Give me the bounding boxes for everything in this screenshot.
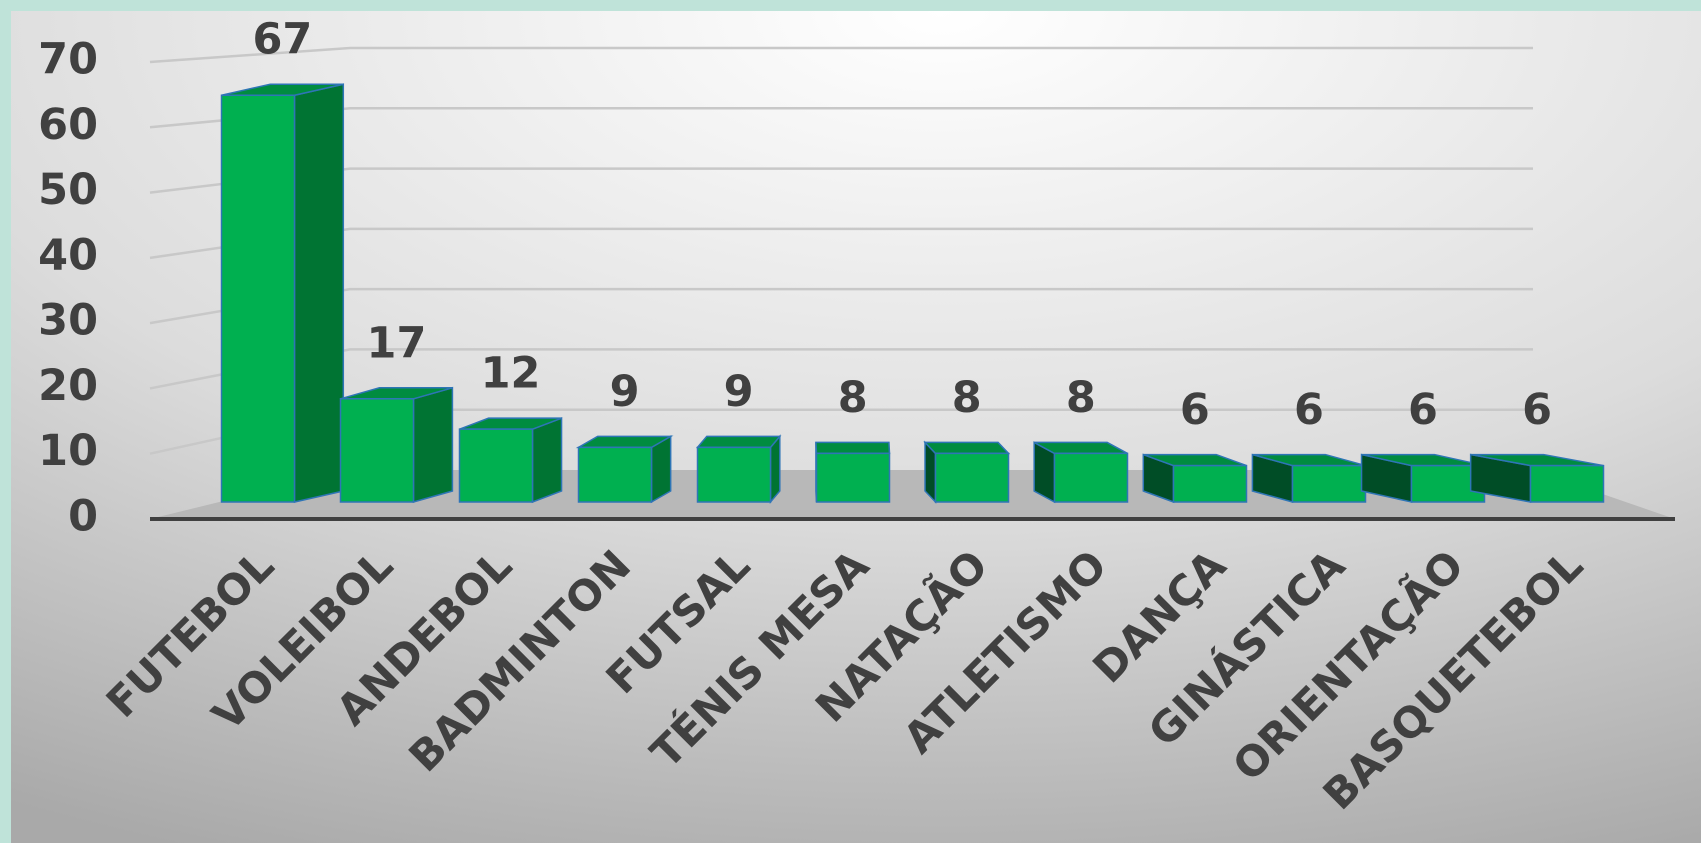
bar-front: [1291, 464, 1367, 503]
bar: [1360, 453, 1486, 503]
bar-side: [293, 83, 345, 503]
data-label: 9: [610, 367, 640, 417]
data-label: 6: [1294, 385, 1324, 435]
bar: [1033, 441, 1129, 504]
bar-front: [696, 446, 772, 503]
grid-line: [149, 348, 1533, 390]
bar-top: [815, 441, 891, 455]
data-label: 6: [1180, 385, 1210, 435]
data-label: 9: [724, 367, 754, 417]
grid-line: [149, 227, 1533, 260]
bar-front: [458, 428, 534, 503]
data-label: 17: [367, 318, 427, 368]
bar-front: [815, 452, 891, 503]
bar-top: [695, 435, 782, 449]
bar-side: [412, 386, 454, 503]
data-label: 6: [1522, 385, 1552, 435]
bar-front: [1529, 464, 1605, 503]
y-tick-label: 60: [38, 100, 98, 150]
data-label: 8: [1066, 373, 1096, 423]
bar-front: [339, 398, 415, 503]
bar: [1469, 453, 1605, 503]
data-label: 12: [481, 349, 541, 399]
bar: [815, 441, 891, 503]
bar: [575, 435, 674, 504]
data-label: 6: [1408, 385, 1438, 435]
bar: [339, 386, 454, 503]
bar-front: [220, 94, 296, 503]
y-tick-label: 50: [38, 165, 98, 215]
grid-line: [149, 287, 1533, 325]
bar-front: [1053, 452, 1129, 503]
y-tick-label: 30: [38, 296, 98, 346]
bar: [923, 440, 1011, 504]
bar-front: [577, 446, 653, 503]
y-tick-label: 10: [38, 426, 98, 476]
y-tick-label: 0: [68, 492, 98, 542]
grid-line: [149, 46, 1533, 64]
bar: [695, 434, 782, 505]
grid-line: [149, 107, 1533, 129]
bar: [1142, 453, 1248, 504]
bar: [458, 417, 563, 504]
bar-top: [923, 441, 1011, 455]
grid-line: [149, 167, 1533, 194]
bar-front: [1410, 464, 1486, 503]
data-label: 8: [952, 373, 982, 423]
y-tick-label: 20: [38, 361, 98, 411]
data-label: 8: [838, 373, 868, 423]
y-tick-label: 70: [38, 35, 98, 85]
bar-front: [934, 452, 1010, 503]
bar-front: [1172, 464, 1248, 503]
bar: [220, 83, 345, 503]
data-label: 67: [252, 15, 312, 65]
bar-side: [531, 417, 563, 504]
y-tick-label: 40: [38, 230, 98, 280]
bar: [1251, 453, 1367, 503]
